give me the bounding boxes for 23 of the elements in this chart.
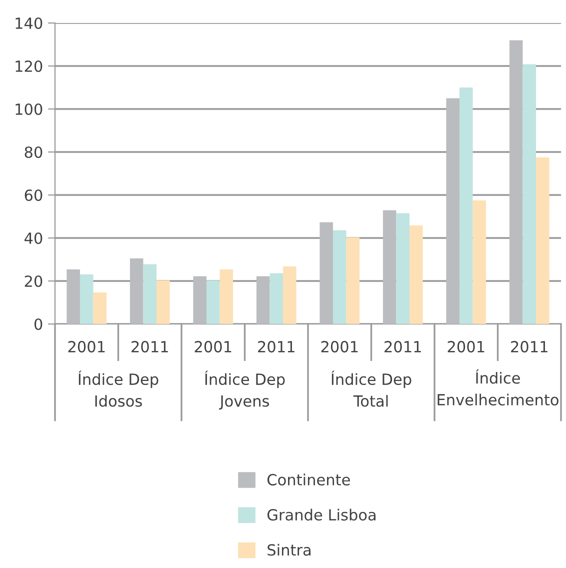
x-tick-label: 2011 bbox=[384, 340, 421, 352]
legend-label: Grande Lisboa bbox=[267, 508, 376, 521]
x-tick-label: 2011 bbox=[258, 340, 294, 352]
x-tick-label: 2001 bbox=[194, 340, 232, 352]
y-tick-label: 0 bbox=[34, 318, 42, 330]
y-tick-label: 140 bbox=[16, 17, 42, 30]
text: Índice Envelhecimento bbox=[438, 369, 558, 406]
y-tick-label: 20 bbox=[24, 275, 42, 288]
x-tick-label: 2011 bbox=[132, 340, 168, 352]
y-tick-label: 60 bbox=[24, 189, 42, 202]
y-tick-label: 80 bbox=[24, 146, 42, 158]
y-tick-label: 100 bbox=[16, 103, 42, 116]
text: Índice Dep Jovens bbox=[205, 370, 285, 410]
x-tick-label: 2001 bbox=[448, 340, 484, 352]
legend-label: Continente bbox=[267, 474, 350, 486]
text: Índice Dep Idosos bbox=[78, 370, 158, 407]
x-tick-label: 2011 bbox=[511, 340, 548, 352]
legend-label: Sintra bbox=[268, 544, 310, 556]
x-tick-label: 2001 bbox=[68, 340, 105, 352]
y-tick-label: 120 bbox=[16, 60, 42, 72]
x-tick-label: 2001 bbox=[321, 340, 358, 352]
text: Índice Dep Total bbox=[332, 370, 412, 407]
y-tick-label: 40 bbox=[24, 232, 42, 244]
